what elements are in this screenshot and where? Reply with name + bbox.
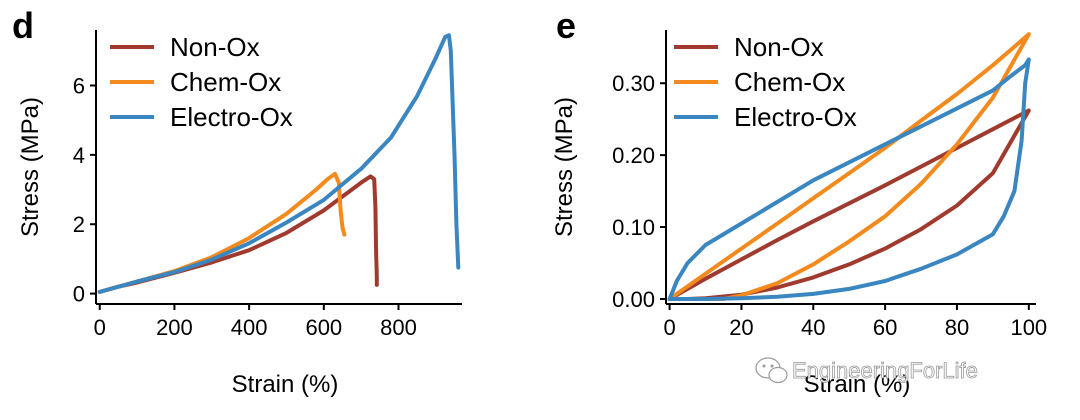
x-tick-label: 60 (873, 315, 897, 340)
x-tick-label: 0 (94, 315, 106, 340)
watermark: EngineeringForLife (755, 357, 978, 384)
wechat-icon (755, 357, 788, 384)
legend-label-chem-ox: Chem-Ox (170, 67, 281, 97)
panel-label-d: d (12, 5, 34, 46)
series-chem-ox-line (97, 171, 347, 294)
y-axis-title: Stress (MPa) (551, 97, 578, 237)
stress-strain-chart-d: 0 200 400 600 800 0 2 4 6 Strain (%) Stress (MPa) N… (17, 30, 462, 398)
x-tick-label: 600 (305, 315, 342, 340)
legend-label-non-ox: Non-Ox (734, 32, 824, 62)
x-tick-label: 800 (380, 315, 417, 340)
x-axis-title: Strain (%) (804, 371, 911, 398)
series-electro-ox-line (97, 33, 461, 294)
x-tick-label: 400 (231, 315, 268, 340)
cyclic-loading-chart-e: 0 20 40 60 80 100 0.00 0.10 0.20 0.30 Strain (%) St… (551, 30, 1047, 398)
y-tick-label: 0.20 (612, 143, 655, 168)
legend-label-chem-ox: Chem-Ox (734, 67, 845, 97)
y-axis-title: Stress (MPa) (17, 97, 44, 237)
x-tick-label: 80 (945, 315, 969, 340)
x-tick-label: 100 (1010, 315, 1047, 340)
y-tick-label: 6 (73, 73, 85, 98)
y-tick-label: 4 (73, 143, 85, 168)
y-tick-label: 2 (73, 212, 85, 237)
y-tick-label: 0.00 (612, 287, 655, 312)
series-non-ox-line (97, 174, 379, 294)
x-tick-label: 40 (801, 315, 825, 340)
panel-label-e: e (556, 5, 576, 46)
legend-label-electro-ox: Electro-Ox (734, 102, 857, 132)
series-non-ox-line (667, 108, 1031, 301)
y-tick-label: 0 (73, 282, 85, 307)
legend-label-electro-ox: Electro-Ox (170, 102, 293, 132)
x-tick-label: 200 (156, 315, 193, 340)
x-tick-label: 0 (663, 315, 675, 340)
series-electro-ox-line (667, 57, 1031, 301)
x-axis-title: Strain (%) (232, 371, 339, 398)
series-chem-ox-line (667, 32, 1031, 301)
watermark-text: EngineeringForLife (792, 358, 978, 383)
legend-label-non-ox: Non-Ox (170, 32, 260, 62)
x-tick-label: 20 (729, 315, 753, 340)
y-tick-label: 0.30 (612, 71, 655, 96)
y-tick-label: 0.10 (612, 215, 655, 240)
